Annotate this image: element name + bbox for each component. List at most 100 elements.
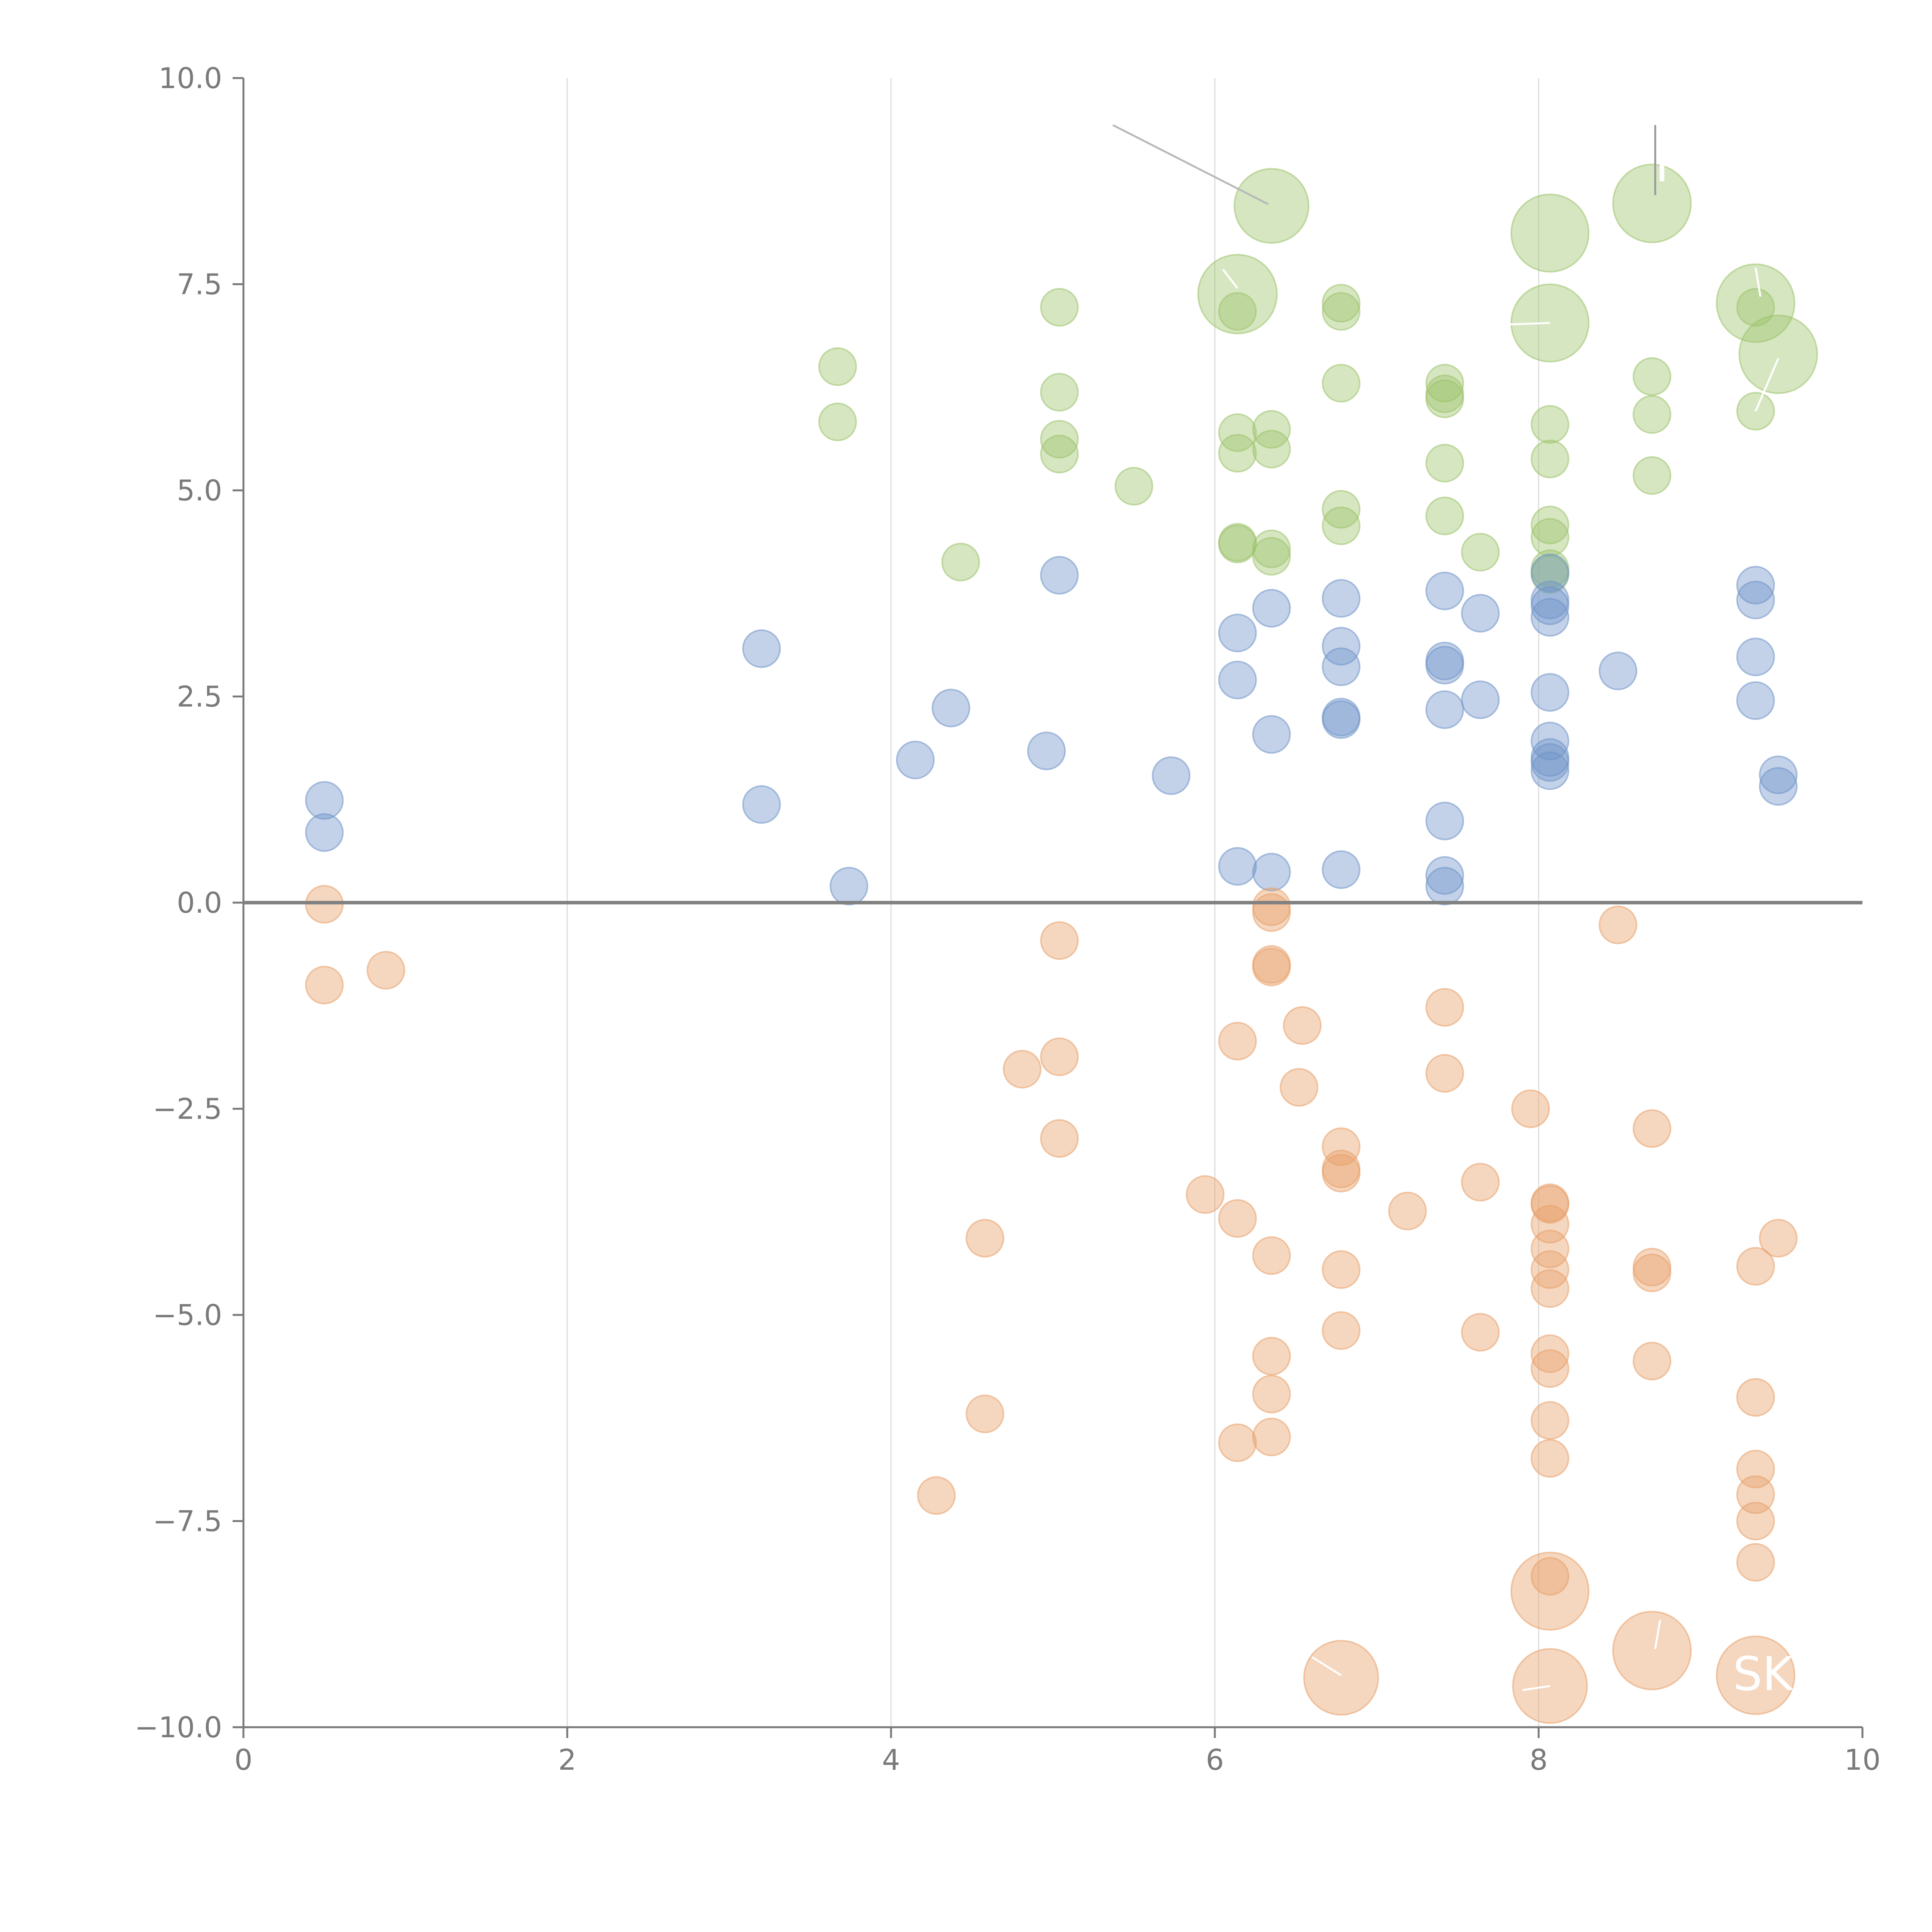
annotation-label-1: P: [1675, 1322, 1702, 1376]
orange-point-28: [1321, 1311, 1361, 1350]
orange-point-5: [966, 1395, 1005, 1434]
orange-point-23: [1279, 1068, 1318, 1107]
orange-point-52: [1736, 1378, 1775, 1417]
y-tick-label: 5.0: [177, 474, 222, 507]
orange-point-10: [1185, 1175, 1225, 1214]
orange-point-8: [1040, 1037, 1079, 1077]
orange-point-43: [1531, 1401, 1570, 1440]
x-tick-label: 8: [1529, 1743, 1548, 1777]
blue-point-3: [742, 785, 781, 824]
green-point-4: [1040, 373, 1079, 412]
green-point-36: [1633, 456, 1672, 495]
blue-point-24: [1425, 646, 1464, 685]
orange-point-11: [1218, 1022, 1257, 1061]
blue-point-40: [1599, 651, 1638, 690]
orange-point-44: [1531, 1439, 1570, 1478]
orange-point-30: [1425, 988, 1464, 1027]
x-tick-label: 6: [1206, 1743, 1224, 1777]
orange-point-36: [1531, 1185, 1570, 1224]
blue-point-26: [1425, 801, 1464, 840]
blue-point-2: [742, 629, 781, 668]
orange-point-46: [1599, 905, 1638, 944]
green-point-8: [1218, 292, 1257, 331]
orange-large-point-1: [1510, 1551, 1590, 1631]
green-point-2: [941, 543, 980, 582]
x-tick-label: 4: [882, 1743, 900, 1777]
green-large-point-0: [1233, 168, 1310, 244]
blue-point-17: [1321, 627, 1361, 666]
orange-point-19: [1252, 1337, 1291, 1376]
annotation-guides: [1112, 124, 1779, 1691]
blue-point-42: [1736, 580, 1775, 619]
blue-point-7: [1027, 731, 1066, 770]
annotation-leader-2: [1222, 269, 1238, 289]
orange-point-56: [1736, 1543, 1775, 1582]
blue-point-20: [1321, 700, 1361, 739]
orange-point-32: [1461, 1163, 1500, 1202]
orange-point-14: [1252, 887, 1291, 926]
data-points: [305, 163, 1818, 1724]
green-point-16: [1252, 537, 1291, 576]
blue-point-4: [830, 867, 869, 906]
annotation-leader-7: [1522, 1685, 1550, 1691]
orange-point-15: [1252, 893, 1291, 932]
orange-point-3: [917, 1476, 956, 1515]
green-point-1: [818, 402, 857, 441]
orange-point-24: [1321, 1127, 1361, 1166]
green-large-point-5: [1716, 263, 1796, 343]
orange-point-18: [1252, 1236, 1291, 1275]
blue-point-12: [1218, 847, 1257, 886]
green-point-27: [1461, 533, 1500, 572]
y-tick-label: −7.5: [153, 1505, 222, 1538]
blue-point-13: [1252, 589, 1291, 628]
x-tick-label: 2: [558, 1743, 576, 1777]
orange-point-51: [1736, 1247, 1775, 1286]
blue-point-31: [1531, 553, 1570, 592]
blue-point-44: [1736, 681, 1775, 720]
blue-point-6: [932, 689, 971, 728]
green-point-28: [1531, 405, 1570, 444]
orange-point-31: [1425, 1054, 1464, 1093]
orange-point-6: [1003, 1050, 1042, 1089]
orange-point-17: [1252, 947, 1291, 986]
blue-point-35: [1531, 673, 1570, 712]
y-tick-label: −5.0: [153, 1299, 222, 1332]
blue-point-21: [1321, 850, 1361, 889]
orange-point-38: [1531, 1230, 1570, 1269]
blue-point-18: [1321, 647, 1361, 686]
blue-point-10: [1218, 614, 1257, 653]
orange-point-50: [1633, 1342, 1672, 1381]
orange-point-48: [1633, 1248, 1672, 1287]
blue-point-8: [1040, 556, 1079, 595]
green-point-13: [1252, 410, 1291, 449]
blue-point-38: [1531, 743, 1570, 782]
green-point-9: [1218, 413, 1257, 452]
orange-point-47: [1633, 1109, 1672, 1148]
orange-point-41: [1531, 1334, 1570, 1373]
green-point-19: [1321, 364, 1361, 403]
blue-point-1: [305, 813, 344, 852]
green-point-5: [1040, 420, 1079, 459]
green-large-point-6: [1738, 315, 1818, 394]
orange-point-4: [966, 1219, 1005, 1258]
green-large-point-4: [1612, 163, 1692, 243]
blue-point-32: [1531, 580, 1570, 619]
orange-point-20: [1252, 1374, 1291, 1413]
green-point-30: [1531, 505, 1570, 544]
x-tick-label: 10: [1844, 1743, 1881, 1777]
blue-point-22: [1425, 571, 1464, 611]
orange-point-49: [1633, 1253, 1672, 1293]
green-point-18: [1321, 292, 1361, 331]
green-point-29: [1531, 439, 1570, 478]
annotations: F P SK: [1655, 139, 1794, 1701]
green-point-17: [1321, 284, 1361, 323]
annotation-leader-5: [1755, 358, 1779, 412]
blue-point-14: [1252, 715, 1291, 754]
blue-point-16: [1321, 579, 1361, 618]
orange-point-22: [1283, 1006, 1322, 1045]
y-tick-label: −2.5: [153, 1093, 222, 1126]
orange-large-point-4: [1716, 1635, 1796, 1715]
orange-point-13: [1218, 1423, 1257, 1462]
y-tick-label: 0.0: [177, 886, 222, 920]
green-point-34: [1633, 357, 1672, 396]
